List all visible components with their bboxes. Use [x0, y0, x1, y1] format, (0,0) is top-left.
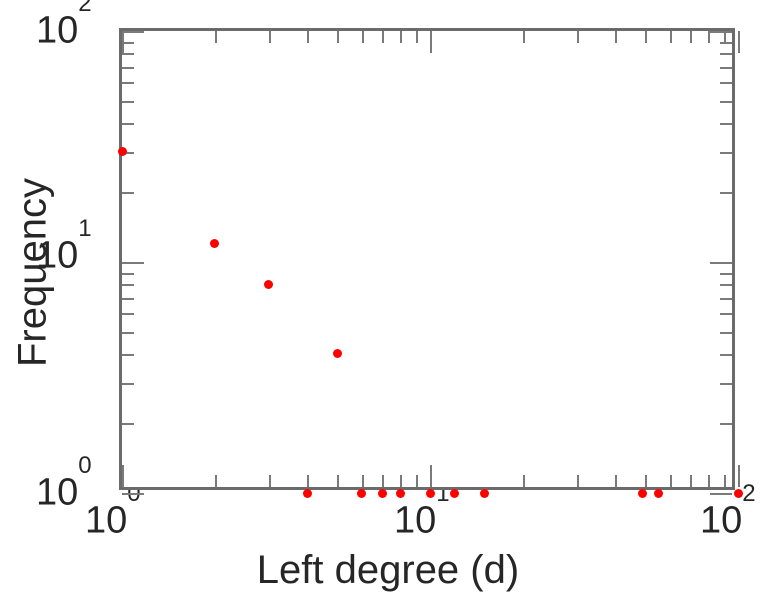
x-minor-tick-bottom	[645, 475, 648, 487]
x-minor-tick-bottom	[307, 475, 310, 487]
x-minor-tick-top	[645, 31, 648, 43]
y-minor-tick-left	[122, 41, 134, 44]
x-minor-tick-top	[708, 31, 711, 43]
y-minor-tick-left	[122, 151, 134, 154]
y-minor-tick-left	[122, 331, 134, 334]
x-minor-tick-top	[214, 31, 217, 43]
x-tick-label-10: 101	[394, 480, 450, 542]
x-minor-tick-top	[382, 31, 385, 43]
y-minor-tick-right	[720, 53, 732, 56]
data-point	[302, 488, 312, 498]
x-minor-tick-bottom	[361, 475, 364, 487]
data-point	[332, 349, 342, 359]
y-minor-tick-right	[720, 151, 732, 154]
y-minor-tick-right	[720, 382, 732, 385]
y-tick-label-10: 101	[36, 215, 92, 277]
data-point	[653, 488, 663, 498]
data-point	[479, 488, 489, 498]
y-tick-label-1: 100	[36, 452, 92, 514]
y-major-tick-left	[122, 31, 144, 33]
x-minor-tick-bottom	[415, 475, 418, 487]
y-minor-tick-left	[122, 423, 134, 426]
data-point	[357, 488, 367, 498]
y-major-tick-left	[122, 262, 144, 264]
y-minor-tick-left	[122, 272, 134, 275]
y-minor-tick-right	[720, 331, 732, 334]
y-minor-tick-left	[122, 82, 134, 85]
y-minor-tick-right	[720, 66, 732, 69]
x-minor-tick-top	[723, 31, 726, 43]
data-point	[425, 488, 435, 498]
x-minor-tick-top	[361, 31, 364, 43]
y-minor-tick-right	[720, 272, 732, 275]
x-minor-tick-bottom	[723, 475, 726, 487]
x-minor-tick-top	[415, 31, 418, 43]
plot-area	[117, 28, 743, 498]
data-point	[395, 488, 405, 498]
y-minor-tick-left	[122, 313, 134, 316]
y-minor-tick-right	[720, 353, 732, 356]
data-point	[117, 147, 127, 157]
x-minor-tick-bottom	[690, 475, 693, 487]
y-tick-label-100: 102	[36, 0, 92, 52]
x-minor-tick-top	[576, 31, 579, 43]
x-minor-tick-bottom	[337, 475, 340, 487]
x-tick-label-100: 102	[700, 480, 756, 542]
y-minor-tick-left	[122, 284, 134, 287]
x-major-tick-bottom	[122, 465, 124, 487]
x-minor-tick-top	[337, 31, 340, 43]
x-minor-tick-top	[268, 31, 271, 43]
y-minor-tick-right	[720, 100, 732, 103]
data-point	[377, 488, 387, 498]
y-minor-tick-right	[720, 41, 732, 44]
y-minor-tick-right	[720, 192, 732, 195]
x-minor-tick-bottom	[400, 475, 403, 487]
y-minor-tick-left	[122, 100, 134, 103]
y-major-tick-right	[710, 493, 732, 495]
y-minor-tick-right	[720, 423, 732, 426]
y-minor-tick-right	[720, 297, 732, 300]
y-major-tick-right	[710, 262, 732, 264]
x-major-tick-top	[738, 31, 740, 53]
x-minor-tick-bottom	[708, 475, 711, 487]
y-minor-tick-left	[122, 66, 134, 69]
y-minor-tick-right	[720, 313, 732, 316]
x-minor-tick-top	[307, 31, 310, 43]
y-minor-tick-left	[122, 297, 134, 300]
y-minor-tick-left	[122, 192, 134, 195]
y-minor-tick-right	[720, 122, 732, 125]
data-point	[638, 488, 648, 498]
x-minor-tick-bottom	[522, 475, 525, 487]
x-major-tick-bottom	[430, 465, 432, 487]
y-major-tick-right	[710, 31, 732, 33]
data-point	[449, 488, 459, 498]
y-minor-tick-right	[720, 82, 732, 85]
x-axis-title: Left degree (d)	[256, 548, 520, 592]
data-point	[264, 279, 274, 289]
y-minor-tick-left	[122, 353, 134, 356]
y-minor-tick-left	[122, 122, 134, 125]
x-minor-tick-bottom	[382, 475, 385, 487]
y-minor-tick-right	[720, 284, 732, 287]
x-minor-tick-top	[615, 31, 618, 43]
x-minor-tick-top	[669, 31, 672, 43]
y-major-tick-left	[122, 493, 144, 495]
x-minor-tick-bottom	[615, 475, 618, 487]
x-major-tick-top	[430, 31, 432, 53]
x-tick-label-1: 100	[85, 480, 141, 542]
x-minor-tick-bottom	[268, 475, 271, 487]
data-point	[210, 239, 220, 249]
x-minor-tick-top	[690, 31, 693, 43]
x-minor-tick-top	[522, 31, 525, 43]
y-minor-tick-left	[122, 382, 134, 385]
y-minor-tick-left	[122, 53, 134, 56]
x-minor-tick-bottom	[576, 475, 579, 487]
x-major-tick-bottom	[738, 465, 740, 487]
x-minor-tick-top	[400, 31, 403, 43]
data-point	[733, 488, 743, 498]
x-minor-tick-bottom	[669, 475, 672, 487]
x-minor-tick-bottom	[214, 475, 217, 487]
